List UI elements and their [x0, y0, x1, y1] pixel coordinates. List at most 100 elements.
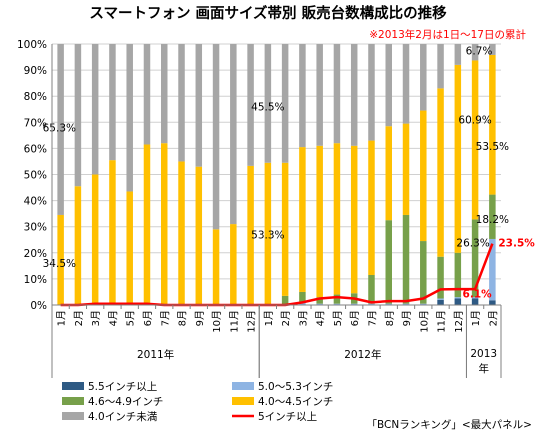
data-label: 6.1% [463, 288, 493, 300]
axis-layer: 0% 10% 20% 30% 40% 50% 60% 70% 80% 90% 100% 1月 2月 3月 4… [17, 39, 502, 378]
year-label: 2012年 [344, 348, 381, 361]
legend-swatch [62, 382, 84, 390]
bar-segment [489, 44, 496, 55]
year-label: 2013 [470, 348, 497, 360]
x-tick-label: 7月 [366, 310, 378, 326]
x-tick-label: 2月 [280, 310, 292, 326]
x-tick-label: 5月 [332, 310, 344, 326]
bar-segment [385, 220, 392, 304]
data-label: 53.3% [251, 230, 284, 242]
legend-label: 4.0インチ未満 [88, 411, 158, 423]
bar-segment [385, 303, 392, 305]
legend-label: 5.5インチ以上 [88, 381, 157, 393]
y-tick-label: 20% [24, 248, 47, 260]
legend-label: 4.6～4.9インチ [88, 396, 163, 408]
bar-segment [350, 303, 358, 305]
bar-segment [454, 298, 462, 305]
bar-segment [264, 44, 272, 163]
x-tick-label: 3月 [297, 310, 309, 326]
data-label: 34.5% [43, 258, 76, 270]
bar-segment [281, 295, 289, 305]
data-label: 60.9% [458, 115, 491, 127]
x-tick-label: 5月 [125, 310, 137, 326]
bar-segment [402, 303, 410, 305]
bar-segment [420, 303, 427, 305]
x-tick-label: 1月 [263, 310, 275, 326]
x-tick-label: 11月 [228, 310, 240, 333]
bar-segment [420, 44, 427, 111]
bar-segment [299, 291, 306, 303]
bar-segment [212, 44, 220, 230]
bar-segment [368, 274, 375, 304]
x-tick-label: 11月 [436, 310, 448, 333]
bar-segment [489, 194, 496, 239]
x-tick-label: 3月 [90, 310, 102, 326]
y-tick-label: 80% [24, 91, 47, 103]
bar-segment [212, 229, 220, 305]
bar-segment [333, 44, 341, 144]
bar-segment [316, 303, 323, 305]
y-tick-label: 50% [24, 170, 47, 182]
y-tick-label: 30% [24, 222, 47, 234]
bar-segment [230, 224, 237, 305]
bar-segment [264, 162, 272, 305]
bar-segment [299, 147, 306, 292]
bar-segment [316, 44, 323, 146]
bar-segment [299, 44, 306, 148]
legend-label: 5.0～5.3インチ [258, 381, 333, 393]
x-tick-label: 4月 [315, 310, 327, 326]
x-tick-label: 2月 [73, 310, 85, 326]
bar-segment [350, 44, 358, 146]
source-note: 「BCNランキング」<最大パネル> [367, 418, 533, 431]
bar-segment [350, 145, 358, 294]
data-label: 65.3% [43, 123, 76, 135]
x-tick-label: 8月 [177, 310, 189, 326]
bar-segment [74, 44, 82, 187]
x-tick-label: 8月 [384, 310, 396, 326]
x-tick-label: 1月 [56, 310, 68, 326]
bar-segment [109, 44, 116, 161]
bar-segment [195, 166, 203, 305]
bar-segment [402, 44, 410, 124]
bar-segment [385, 126, 392, 221]
y-tick-label: 40% [24, 196, 47, 208]
bar-segment [471, 44, 479, 61]
bar-segment [437, 44, 444, 89]
x-tick-label: 10月 [418, 310, 430, 333]
x-tick-label: 12月 [453, 310, 465, 333]
bar-segment [368, 303, 375, 305]
chart-subtitle: ※2013年2月は1日～17日の累計 [369, 28, 526, 41]
bar-segment [281, 44, 289, 163]
x-tick-label: 1月 [470, 310, 482, 326]
y-tick-label: 90% [24, 65, 47, 77]
bar-segment [247, 44, 254, 166]
bar-segment [471, 60, 479, 220]
bar-segment [402, 123, 410, 215]
bar-segment [489, 238, 496, 301]
bar-segment [385, 44, 392, 127]
label-layer: 65.3% 34.5% 45.5% 53.3% 6.7% 60.9% 53.5% 18.2% 2… [43, 46, 536, 301]
grid-layer [52, 43, 501, 280]
bar-segment [420, 241, 427, 304]
x-tick-label: 12月 [246, 310, 258, 333]
bar-segment [489, 300, 496, 305]
year-label: 2011年 [137, 348, 174, 361]
bar-segment [91, 174, 99, 305]
bar-segment [126, 191, 133, 305]
legend-swatch [232, 397, 254, 405]
bar-segment [454, 64, 462, 253]
bar-segment [471, 219, 479, 298]
bar-segment [368, 44, 375, 141]
bar-segment [161, 143, 168, 305]
year-label: 年 [478, 362, 489, 375]
x-tick-label: 4月 [107, 310, 119, 326]
bar-segment [143, 44, 151, 145]
data-label: 18.2% [476, 214, 509, 226]
bar-segment [281, 162, 289, 296]
y-tick-label: 100% [17, 39, 47, 51]
bar-segment [57, 44, 64, 215]
bar-segment [402, 214, 410, 304]
bar-segment [471, 298, 479, 305]
data-label: 26.3% [456, 237, 489, 249]
